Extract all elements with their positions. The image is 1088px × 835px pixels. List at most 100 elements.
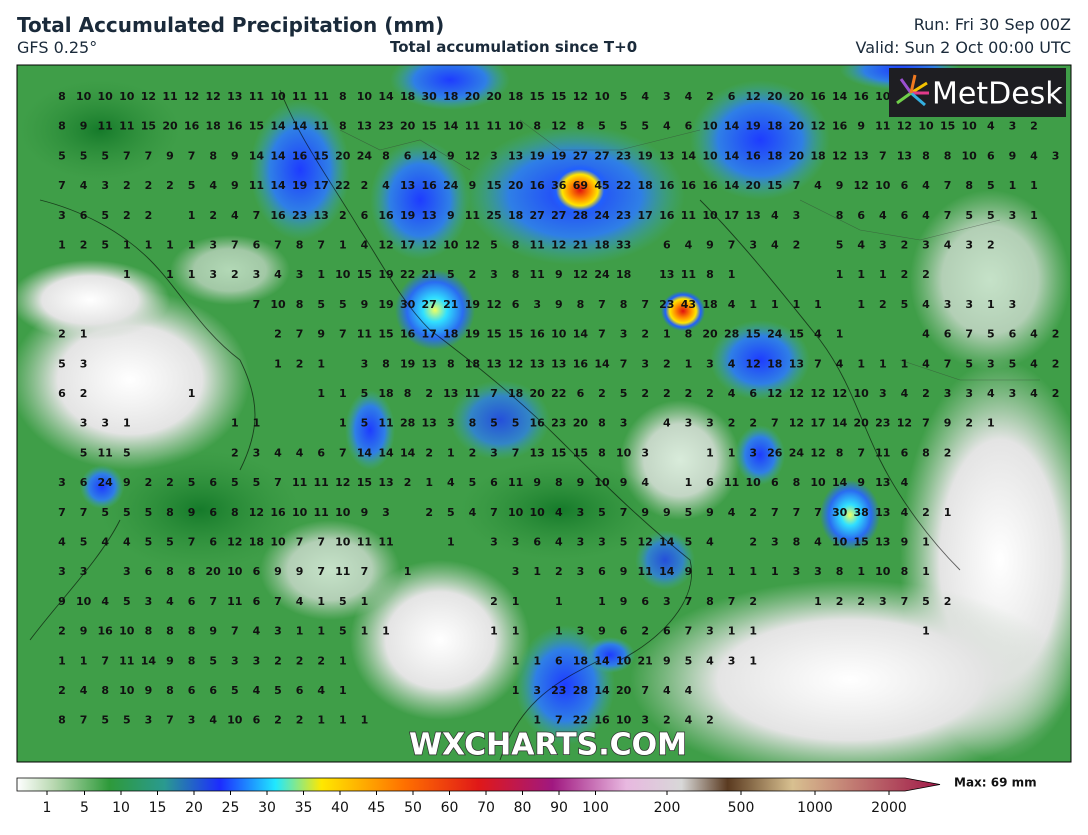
grid-value: 2 xyxy=(944,595,952,608)
grid-value: 3 xyxy=(965,298,973,311)
grid-value: 4 xyxy=(447,476,455,489)
grid-value: 6 xyxy=(598,565,606,578)
grid-value: 20 xyxy=(486,90,502,103)
grid-value: 2 xyxy=(361,179,369,192)
grid-value: 12 xyxy=(551,239,566,252)
grid-value: 10 xyxy=(227,714,243,727)
grid-value: 9 xyxy=(145,684,153,697)
grid-value: 7 xyxy=(728,239,736,252)
grid-value: 4 xyxy=(231,209,239,222)
grid-value: 2 xyxy=(749,595,757,608)
grid-value: 11 xyxy=(162,90,177,103)
grid-value: 7 xyxy=(771,506,779,519)
grid-value: 4 xyxy=(814,328,822,341)
grid-value: 18 xyxy=(638,179,653,192)
grid-value: 4 xyxy=(901,506,909,519)
grid-value: 20 xyxy=(162,120,178,133)
grid-value: 6 xyxy=(296,684,304,697)
grid-value: 19 xyxy=(292,179,307,192)
grid-value: 8 xyxy=(231,506,239,519)
grid-value: 2 xyxy=(749,506,757,519)
model-label: GFS 0.25° xyxy=(17,38,98,57)
grid-value: 4 xyxy=(317,684,325,697)
grid-value: 8 xyxy=(512,268,520,281)
grid-value: 3 xyxy=(814,565,822,578)
grid-value: 5 xyxy=(987,328,995,341)
grid-value: 5 xyxy=(123,506,131,519)
grid-value: 1 xyxy=(706,446,714,459)
grid-value: 5 xyxy=(447,506,455,519)
grid-value: 7 xyxy=(944,209,952,222)
grid-value: 7 xyxy=(231,239,239,252)
grid-value: 18 xyxy=(378,387,393,400)
grid-value: 2 xyxy=(296,714,304,727)
grid-value: 1 xyxy=(749,625,757,638)
grid-value: 3 xyxy=(101,417,109,430)
grid-value: 23 xyxy=(659,298,674,311)
grid-value: 1 xyxy=(685,357,693,370)
grid-value: 3 xyxy=(490,446,498,459)
grid-value: 7 xyxy=(188,536,196,549)
grid-value: 6 xyxy=(253,595,261,608)
grid-value: 3 xyxy=(512,536,520,549)
grid-value: 2 xyxy=(296,654,304,667)
grid-value: 10 xyxy=(530,506,546,519)
grid-value: 8 xyxy=(685,328,693,341)
grid-value: 1 xyxy=(879,357,887,370)
grid-value: 13 xyxy=(486,357,501,370)
grid-value: 5 xyxy=(123,595,131,608)
grid-value: 16 xyxy=(292,149,308,162)
grid-value: 6 xyxy=(317,446,325,459)
grid-value: 15 xyxy=(530,90,545,103)
grid-value: 30 xyxy=(422,90,438,103)
grid-value: 24 xyxy=(98,476,114,489)
grid-value: 12 xyxy=(378,239,393,252)
grid-value: 3 xyxy=(577,565,585,578)
grid-value: 6 xyxy=(771,476,779,489)
grid-value: 14 xyxy=(443,120,459,133)
grid-value: 5 xyxy=(339,298,347,311)
grid-value: 14 xyxy=(724,149,740,162)
grid-value: 2 xyxy=(987,239,995,252)
grid-value: 1 xyxy=(58,239,66,252)
grid-value: 9 xyxy=(317,328,325,341)
grid-value: 13 xyxy=(378,476,393,489)
grid-value: 2 xyxy=(58,684,66,697)
grid-value: 4 xyxy=(663,684,671,697)
grid-value: 2 xyxy=(922,506,930,519)
grid-value: 6 xyxy=(253,565,261,578)
grid-value: 2 xyxy=(663,387,671,400)
grid-value: 7 xyxy=(58,179,66,192)
grid-value: 7 xyxy=(339,446,347,459)
grid-value: 5 xyxy=(58,357,66,370)
grid-value: 23 xyxy=(378,120,393,133)
grid-value: 2 xyxy=(641,328,649,341)
grid-value: 3 xyxy=(58,209,66,222)
grid-value: 1 xyxy=(317,595,325,608)
grid-value: 9 xyxy=(231,149,239,162)
grid-value: 1 xyxy=(749,298,757,311)
grid-value: 13 xyxy=(659,149,674,162)
grid-value: 5 xyxy=(490,417,498,430)
grid-value: 21 xyxy=(638,654,653,667)
grid-value: 4 xyxy=(469,506,477,519)
grid-value: 7 xyxy=(598,298,606,311)
grid-value: 12 xyxy=(789,417,804,430)
grid-value: 17 xyxy=(810,417,825,430)
grid-value: 1 xyxy=(339,654,347,667)
grid-value: 4 xyxy=(253,625,261,638)
grid-value: 18 xyxy=(249,536,264,549)
grid-value: 8 xyxy=(836,446,844,459)
grid-value: 1 xyxy=(793,298,801,311)
grid-value: 10 xyxy=(875,565,891,578)
grid-value: 10 xyxy=(962,120,978,133)
grid-value: 28 xyxy=(573,209,588,222)
grid-value: 14 xyxy=(422,149,438,162)
grid-value: 36 xyxy=(551,179,567,192)
grid-value: 15 xyxy=(357,476,372,489)
grid-value: 3 xyxy=(879,387,887,400)
grid-value: 11 xyxy=(98,446,113,459)
grid-value: 9 xyxy=(533,476,541,489)
grid-value: 12 xyxy=(832,149,847,162)
grid-value: 8 xyxy=(944,149,952,162)
